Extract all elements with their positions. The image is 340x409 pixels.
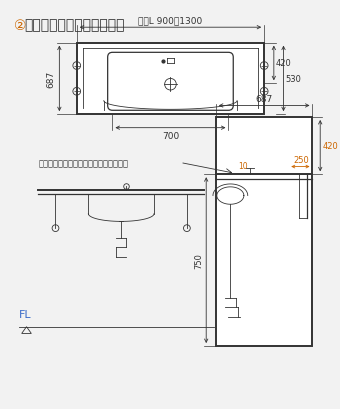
Text: 420: 420 <box>322 142 338 151</box>
Text: 最小L 900～1300: 最小L 900～1300 <box>138 16 203 25</box>
Text: 750: 750 <box>194 253 203 268</box>
Text: FL: FL <box>19 309 31 319</box>
Text: 687: 687 <box>47 71 55 88</box>
Text: 取付位置の目安：カウンター手前端より: 取付位置の目安：カウンター手前端より <box>38 159 128 168</box>
Text: 420: 420 <box>276 59 291 68</box>
Bar <box>77 43 264 115</box>
Text: 車いす対応洗面カウンター: 車いす対応洗面カウンター <box>24 18 125 32</box>
Text: 10: 10 <box>238 162 248 171</box>
Bar <box>216 118 312 346</box>
Text: ②: ② <box>14 18 27 32</box>
Text: 700: 700 <box>162 131 179 140</box>
Text: 687: 687 <box>256 94 273 103</box>
Text: 250: 250 <box>293 155 309 164</box>
Text: 530: 530 <box>285 75 301 84</box>
FancyBboxPatch shape <box>108 53 233 111</box>
